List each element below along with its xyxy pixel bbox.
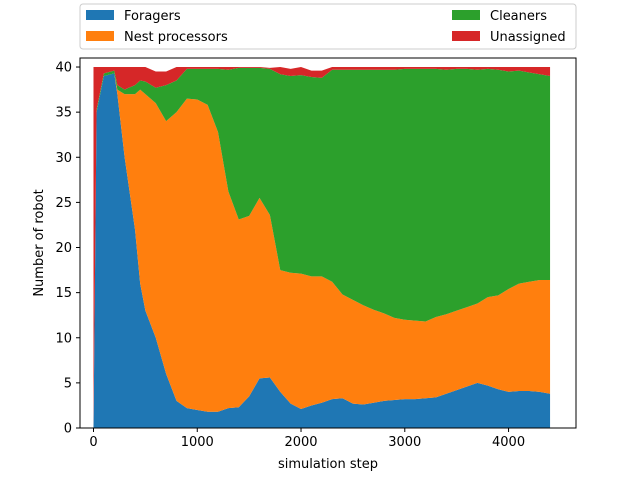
plot-area xyxy=(93,67,551,429)
legend-swatch-unassigned xyxy=(452,31,480,41)
y-tick-label: 40 xyxy=(55,61,72,76)
area-foragers xyxy=(93,73,551,428)
y-tick-label: 10 xyxy=(55,331,72,346)
x-axis-label: simulation step xyxy=(278,457,378,472)
y-tick-label: 35 xyxy=(55,106,72,121)
area-cleaners xyxy=(93,67,551,429)
legend-label-cleaners: Cleaners xyxy=(490,9,547,24)
x-tick-label: 1000 xyxy=(181,435,214,450)
legend-swatch-cleaners xyxy=(452,10,480,20)
legend-label-nest-processors: Nest processors xyxy=(124,30,228,45)
legend-swatch-nest-processors xyxy=(86,31,114,41)
y-axis-label: Number of robot xyxy=(32,189,47,296)
area-nest-processors xyxy=(93,73,551,428)
legend: Foragers Nest processors Cleaners Unassigne… xyxy=(79,3,577,50)
x-tick-label: 2000 xyxy=(284,435,317,450)
x-tick-label: 3000 xyxy=(388,435,421,450)
y-tick-label: 20 xyxy=(55,241,72,256)
legend-label-unassigned: Unassigned xyxy=(490,30,566,45)
plot-frame xyxy=(79,57,577,429)
x-tick-label: 0 xyxy=(89,435,97,450)
y-tick-label: 0 xyxy=(64,422,72,437)
axes: 0 1000 2000 3000 4000 0 5 10 15 20 25 30 35 40 xyxy=(55,61,525,450)
legend-swatch-foragers xyxy=(86,10,114,20)
y-tick-label: 5 xyxy=(64,376,72,391)
y-tick-label: 15 xyxy=(55,286,72,301)
y-tick-label: 25 xyxy=(55,196,72,211)
x-tick-label: 4000 xyxy=(492,435,525,450)
legend-label-foragers: Foragers xyxy=(124,9,181,24)
y-tick-label: 30 xyxy=(55,151,72,166)
